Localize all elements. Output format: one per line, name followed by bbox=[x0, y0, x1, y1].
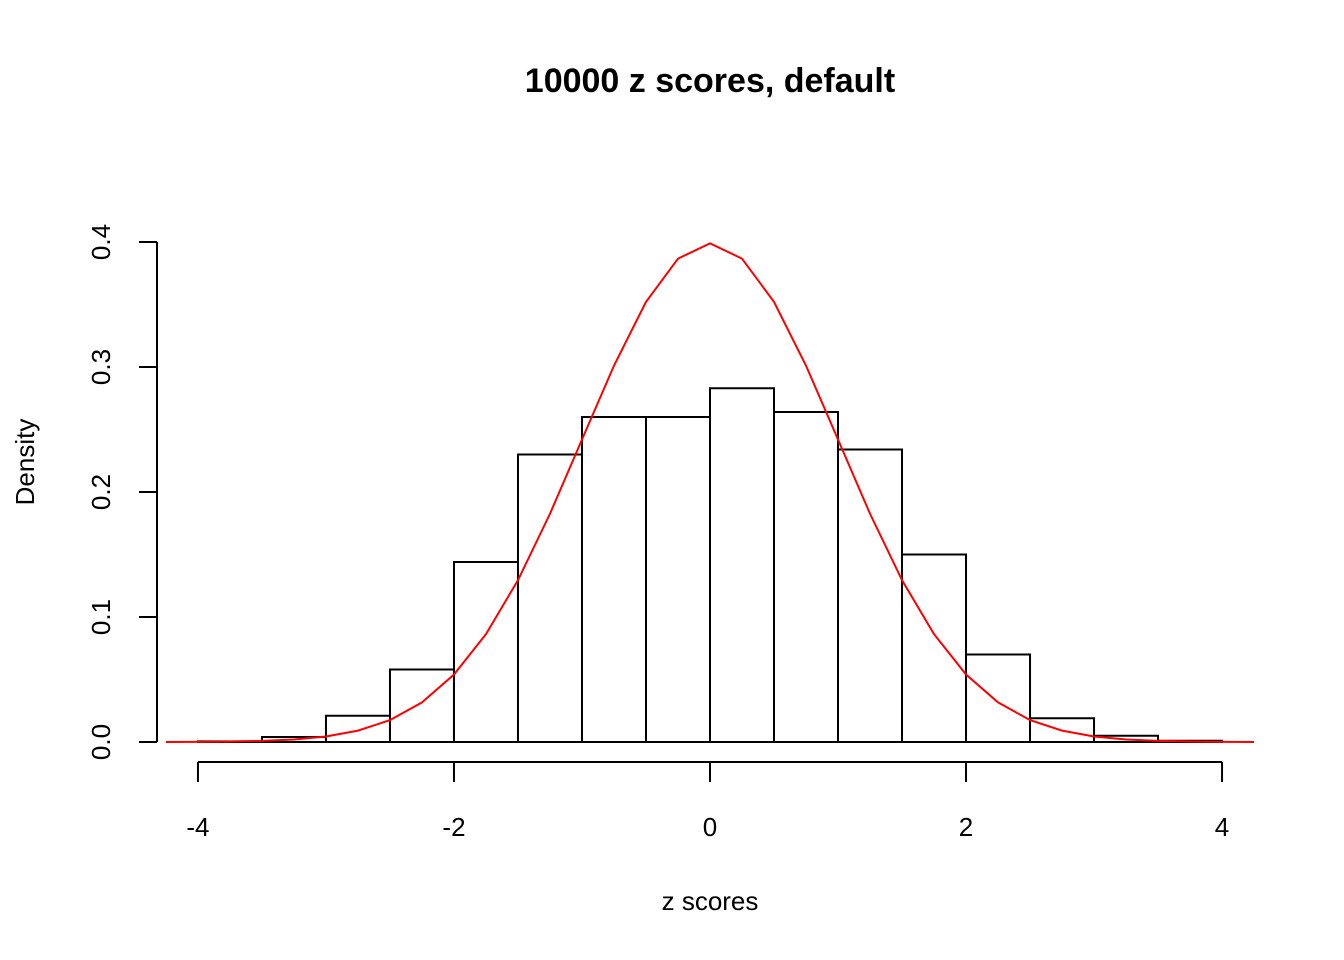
x-axis-label: z scores bbox=[662, 886, 759, 916]
histogram-bar bbox=[965, 653, 1032, 743]
histogram-bar bbox=[324, 714, 391, 743]
y-tick-label: 0.0 bbox=[86, 724, 116, 760]
histogram-bar bbox=[580, 416, 647, 743]
y-axis-label: Density bbox=[10, 419, 40, 506]
y-tick-label: 0.1 bbox=[86, 599, 116, 635]
histogram-bar bbox=[709, 387, 776, 743]
x-tick-label: -4 bbox=[186, 812, 209, 842]
histogram-bar bbox=[388, 668, 455, 743]
histogram-bar bbox=[901, 553, 968, 743]
histogram-bar bbox=[837, 448, 904, 743]
chart-title: 10000 z scores, default bbox=[525, 62, 895, 100]
x-tick-label: 4 bbox=[1215, 812, 1229, 842]
y-tick-label: 0.2 bbox=[86, 474, 116, 510]
density-curve bbox=[165, 242, 1255, 743]
x-tick-label: 0 bbox=[703, 812, 717, 842]
histogram-bar bbox=[516, 453, 583, 743]
y-tick-label: 0.3 bbox=[86, 349, 116, 385]
x-tick-label: -2 bbox=[442, 812, 465, 842]
histogram-bar bbox=[452, 561, 519, 743]
histogram-bar bbox=[644, 416, 711, 743]
y-tick-label: 0.4 bbox=[86, 224, 116, 260]
histogram-bar bbox=[773, 411, 840, 743]
x-tick-label: 2 bbox=[959, 812, 973, 842]
